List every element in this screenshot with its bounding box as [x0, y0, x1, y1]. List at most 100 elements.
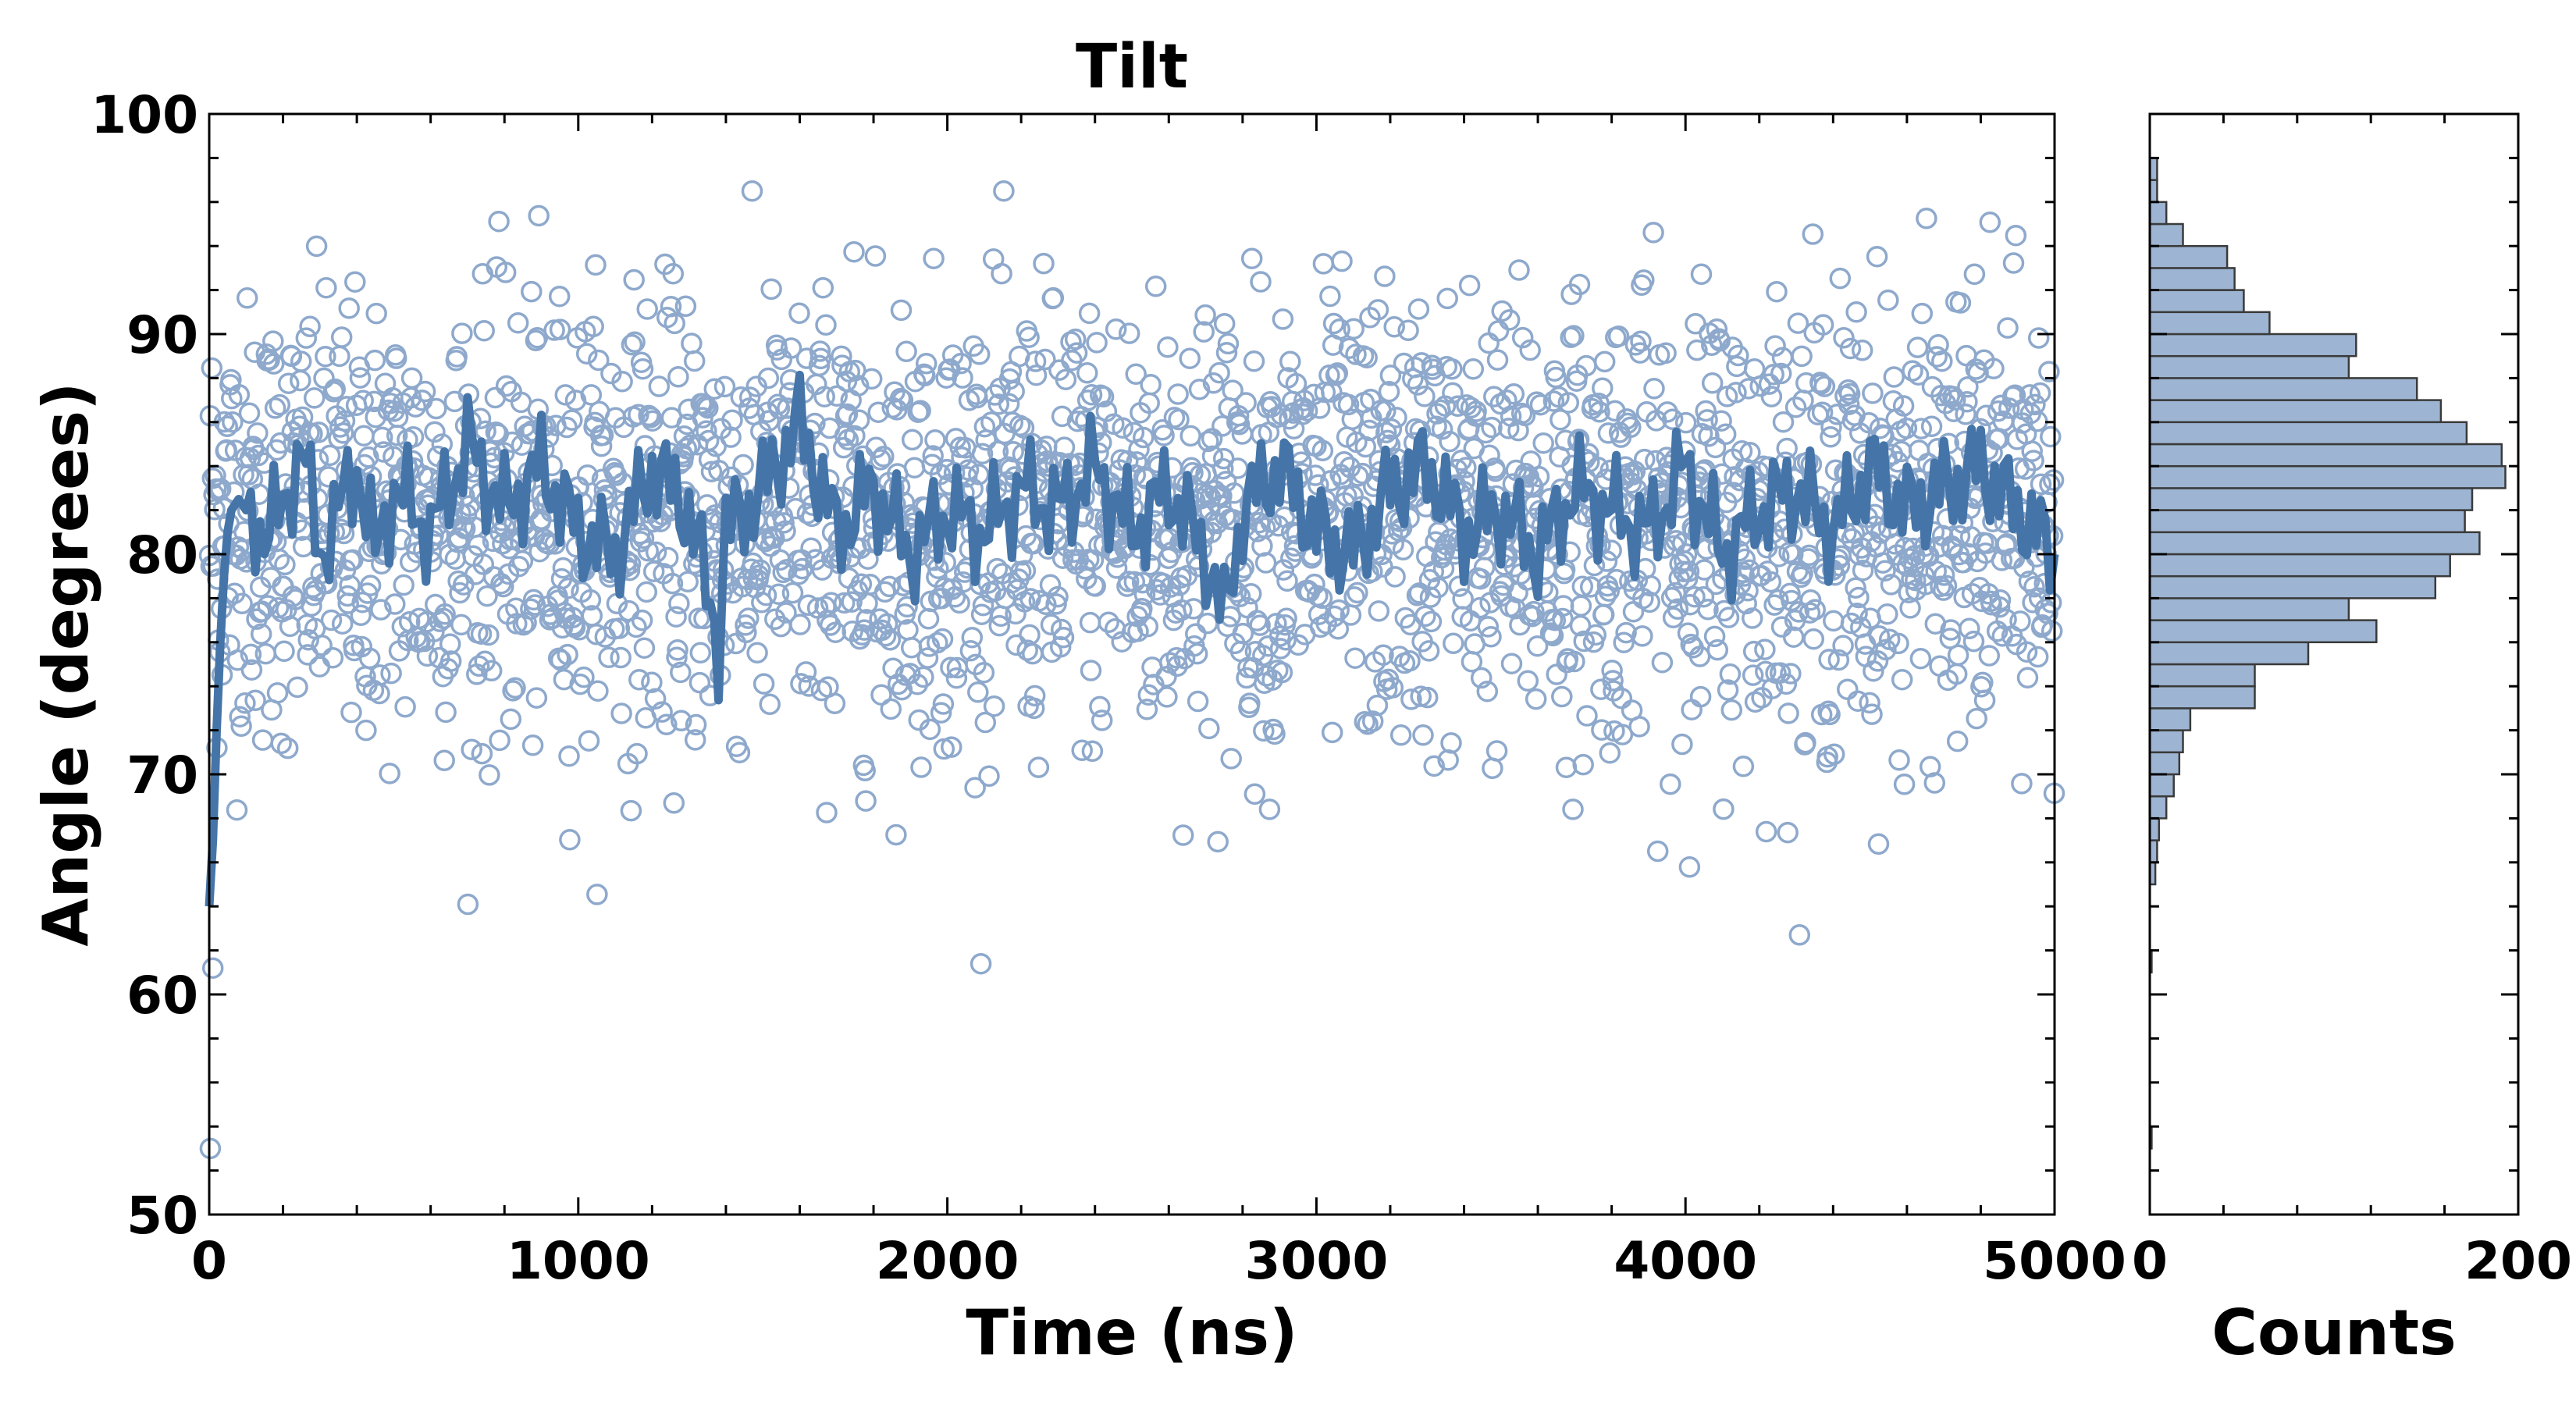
- scatter-point: [1235, 392, 1257, 414]
- scatter-point: [1557, 392, 1580, 414]
- scatter-point: [586, 884, 608, 905]
- scatter-point: [1598, 580, 1621, 602]
- scatter-point: [521, 735, 544, 756]
- scatter-point: [1678, 856, 1701, 878]
- scatter-point: [1431, 418, 1453, 440]
- scatter-point: [1287, 634, 1309, 656]
- scatter-point: [1042, 286, 1065, 309]
- scatter-point: [1651, 651, 1674, 674]
- scatter-point: [608, 617, 631, 639]
- scatter-point: [1573, 630, 1595, 653]
- scatter-point: [1412, 724, 1434, 746]
- scatter-point: [1955, 404, 1976, 425]
- histogram-bar: [2148, 333, 2357, 357]
- scatter-point: [836, 403, 859, 425]
- scatter-point: [773, 512, 795, 534]
- scatter-point: [1080, 383, 1103, 406]
- scatter-point: [331, 613, 354, 635]
- scatter-point: [1572, 753, 1594, 776]
- scatter-point: [932, 693, 955, 715]
- scatter-point: [1764, 335, 1786, 357]
- scatter-point: [338, 297, 360, 319]
- scatter-point: [2011, 773, 2033, 795]
- scatter-point: [238, 402, 261, 424]
- scatter-point: [708, 459, 730, 482]
- scatter-point: [688, 671, 711, 694]
- scatter-point: [1511, 326, 1534, 349]
- scatter-point: [1212, 415, 1233, 437]
- y-axis-label: Angle (degrees): [30, 382, 102, 946]
- scatter-point: [1272, 308, 1294, 330]
- scatter-point: [757, 367, 780, 389]
- scatter-point: [215, 439, 237, 461]
- scatter-point: [809, 340, 831, 362]
- scatter-point: [674, 295, 697, 318]
- scatter-point: [1394, 606, 1417, 629]
- scatter-point: [980, 411, 1002, 433]
- scatter-point: [1215, 342, 1238, 364]
- scatter-point: [854, 759, 876, 782]
- scatter-point: [364, 349, 386, 372]
- scatter-point: [380, 662, 402, 685]
- scatter-point: [720, 426, 742, 448]
- scatter-point: [369, 664, 391, 686]
- scatter-point: [1763, 363, 1784, 386]
- scatter-point: [480, 660, 503, 682]
- scatter-point: [1615, 621, 1637, 644]
- scatter-point: [320, 609, 343, 631]
- scatter-point: [879, 629, 902, 651]
- scatter-point: [231, 592, 253, 615]
- scatter-point: [1240, 247, 1263, 269]
- scatter-point: [945, 667, 968, 689]
- scatter-point: [1055, 368, 1077, 390]
- scatter-point: [557, 577, 579, 599]
- scatter-point: [2041, 620, 2063, 642]
- scatter-point: [620, 799, 642, 822]
- scatter-point: [855, 790, 877, 812]
- scatter-point: [1271, 661, 1293, 684]
- scatter-point: [1171, 599, 1193, 621]
- scatter-point: [451, 322, 473, 344]
- scatter-point: [1813, 375, 1836, 397]
- scatter-point: [1607, 325, 1630, 347]
- scatter-point: [1326, 362, 1349, 384]
- scatter-point: [243, 438, 265, 461]
- scatter-point: [358, 647, 381, 670]
- scatter-point: [1016, 639, 1038, 661]
- scatter-point: [359, 574, 382, 596]
- scatter-point: [1628, 716, 1650, 738]
- scatter-point: [1798, 544, 1820, 567]
- scatter-point: [1671, 733, 1693, 756]
- scatter-point: [1998, 397, 2020, 419]
- scatter-point: [1942, 386, 1964, 407]
- scatter-point: [1411, 352, 1432, 374]
- scatter-point: [1542, 390, 1565, 412]
- scatter-point: [1137, 615, 1159, 638]
- scatter-point: [1944, 389, 1966, 411]
- scatter-point: [228, 383, 251, 406]
- histogram-x-tick-label: 0: [2132, 1231, 2168, 1291]
- scatter-point: [735, 621, 757, 644]
- scatter-point: [1414, 386, 1436, 407]
- scatter-point: [1128, 438, 1150, 461]
- scatter-point: [988, 614, 1011, 637]
- scatter-point: [1863, 660, 1884, 682]
- scatter-point: [504, 677, 526, 699]
- scatter-point: [1983, 357, 2005, 380]
- scatter-point: [446, 346, 468, 368]
- scatter-point: [1802, 223, 1824, 245]
- scatter-point: [262, 353, 285, 375]
- scatter-point: [1276, 570, 1298, 592]
- scatter-point: [721, 409, 743, 431]
- scatter-point: [1678, 560, 1700, 582]
- scatter-point: [970, 952, 992, 975]
- histogram-bar: [2148, 244, 2229, 269]
- scatter-point: [1375, 422, 1397, 444]
- scatter-point: [332, 422, 354, 444]
- scatter-point: [930, 702, 952, 724]
- scatter-point: [610, 702, 632, 724]
- scatter-point: [1519, 339, 1541, 361]
- scatter-point: [1027, 756, 1050, 778]
- scatter-point: [850, 573, 873, 595]
